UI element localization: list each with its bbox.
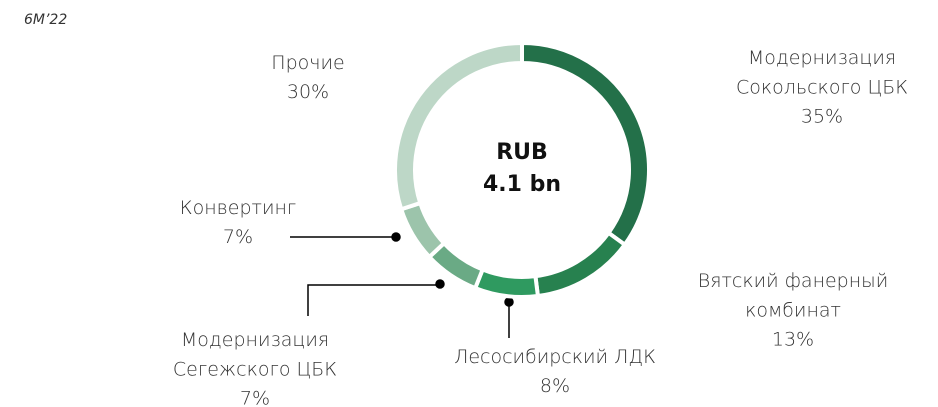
category-label: Модернизация Сегежского ЦБК bbox=[173, 329, 337, 381]
leader-dot bbox=[391, 232, 401, 242]
leader-dot bbox=[504, 297, 514, 307]
donut-segment bbox=[533, 230, 628, 299]
category-label: Лесосибирский ЛДК bbox=[454, 346, 656, 368]
value-label: 30% bbox=[287, 81, 329, 103]
segment-label: Модернизация Сегежского ЦБК 7% bbox=[173, 329, 337, 407]
leader-lines bbox=[290, 232, 514, 338]
value-label: 35% bbox=[801, 106, 843, 128]
center-label: RUB bbox=[496, 140, 548, 165]
category-label: Прочие bbox=[271, 52, 344, 74]
category-label: Вятский фанерный комбинат bbox=[698, 270, 888, 322]
segment-label: Лесосибирский ЛДК 8% bbox=[454, 346, 656, 398]
leader-dot bbox=[435, 279, 445, 289]
donut-segment bbox=[398, 200, 447, 260]
segment-label: Прочие 30% bbox=[271, 52, 344, 104]
category-label: Модернизация Сокольского ЦБК bbox=[736, 47, 908, 99]
value-label: 7% bbox=[223, 226, 253, 248]
value-label: 7% bbox=[240, 388, 270, 407]
segment-label: Вятский фанерный комбинат 13% bbox=[698, 270, 888, 351]
segment-label: Конвертинг 7% bbox=[180, 197, 296, 249]
donut-segment bbox=[393, 40, 524, 212]
segment-label: Модернизация Сокольского ЦБК 35% bbox=[736, 47, 908, 128]
center-label: 4.1 bn bbox=[483, 172, 561, 197]
leader-line bbox=[307, 284, 440, 316]
value-label: 8% bbox=[540, 375, 570, 397]
value-label: 13% bbox=[772, 329, 814, 351]
subtitle: 6M’22 bbox=[24, 12, 67, 28]
category-label: Конвертинг bbox=[180, 197, 296, 219]
donut-segment bbox=[472, 266, 541, 299]
